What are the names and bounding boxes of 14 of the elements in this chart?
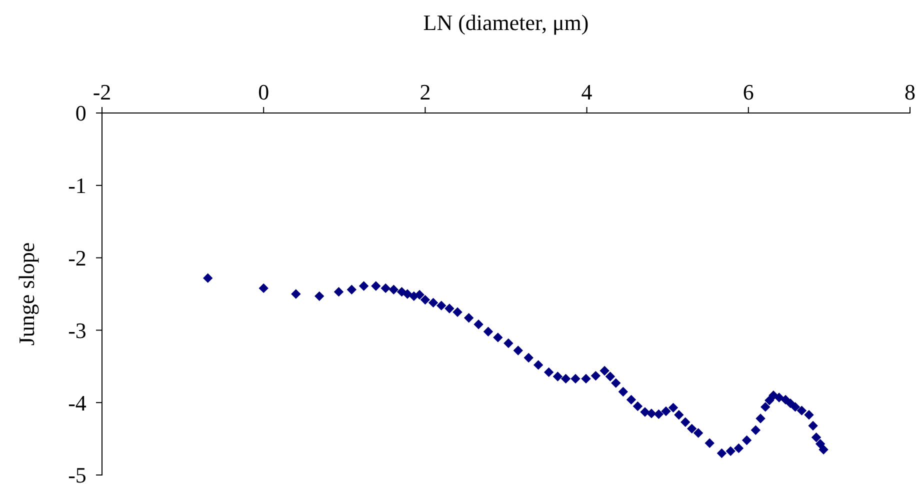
y-tick-label: -2 <box>68 246 86 270</box>
x-tick-label: 6 <box>742 80 754 105</box>
y-axis-title: Junge slope <box>14 242 39 346</box>
y-tick-label: -5 <box>68 462 86 488</box>
x-tick-label: 8 <box>904 80 916 105</box>
y-tick-label: -4 <box>68 390 86 416</box>
y-tick-label: -1 <box>68 173 86 198</box>
x-tick-label: 0 <box>258 80 270 105</box>
y-tick-label: 0 <box>75 100 86 126</box>
x-axis-title: LN (diameter, μm) <box>423 10 589 35</box>
x-tick-label: -2 <box>92 80 112 105</box>
y-tick-label: -3 <box>68 318 86 343</box>
x-tick-label: 2 <box>420 80 431 105</box>
x-tick-label: 4 <box>581 80 592 105</box>
